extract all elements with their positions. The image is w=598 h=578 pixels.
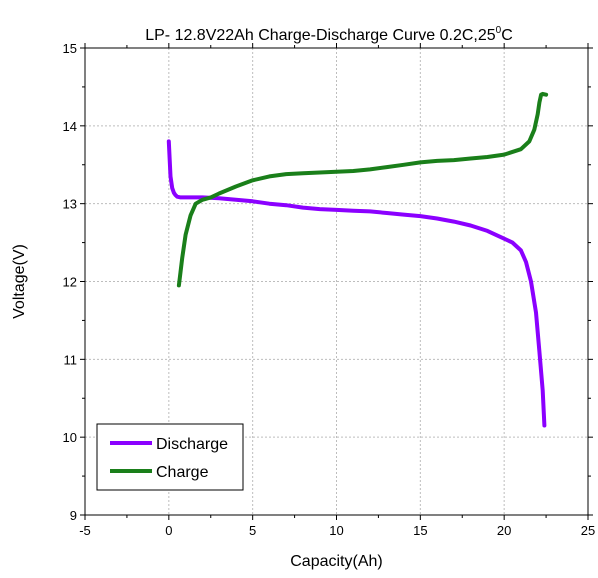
x-tick-label: 25: [581, 523, 595, 538]
legend-label-charge: Charge: [156, 464, 209, 481]
chart-title-main: LP- 12.8V22Ah Charge-Discharge Curve 0.2…: [145, 27, 496, 44]
y-tick-label: 10: [63, 430, 77, 445]
chart-title-superscript: 0: [496, 25, 502, 36]
y-tick-label: 9: [70, 508, 77, 523]
series-group: [166, 91, 549, 428]
y-tick-label: 12: [63, 275, 77, 290]
y-tick-label: 14: [63, 119, 77, 134]
plot-frame: [84, 47, 589, 516]
y-tick-label: 15: [63, 41, 77, 56]
x-tick-label: 10: [329, 523, 343, 538]
series-discharge-line: [166, 139, 547, 428]
x-tick-label: -5: [79, 523, 91, 538]
chart-title-suffix: C: [501, 27, 513, 44]
series-charge-line: [176, 91, 549, 288]
legend-label-discharge: Discharge: [156, 436, 228, 453]
chart-title: LP- 12.8V22Ah Charge-Discharge Curve 0.2…: [145, 25, 513, 44]
x-tick-label: 20: [497, 523, 511, 538]
y-tick-label: 13: [63, 197, 77, 212]
legend-box: [96, 423, 244, 491]
x-tick-label: 5: [249, 523, 256, 538]
legend: Discharge Charge: [96, 423, 244, 491]
y-tick-label: 11: [64, 352, 78, 367]
x-tick-label: 0: [165, 523, 172, 538]
x-axis-label: Capacity(Ah): [290, 553, 382, 570]
axis-ticks: -5 0 5 10 15 20 25 9 10 11 12 13 14 15: [63, 41, 596, 538]
y-axis-label: Voltage(V): [11, 244, 28, 319]
x-tick-label: 15: [413, 523, 427, 538]
